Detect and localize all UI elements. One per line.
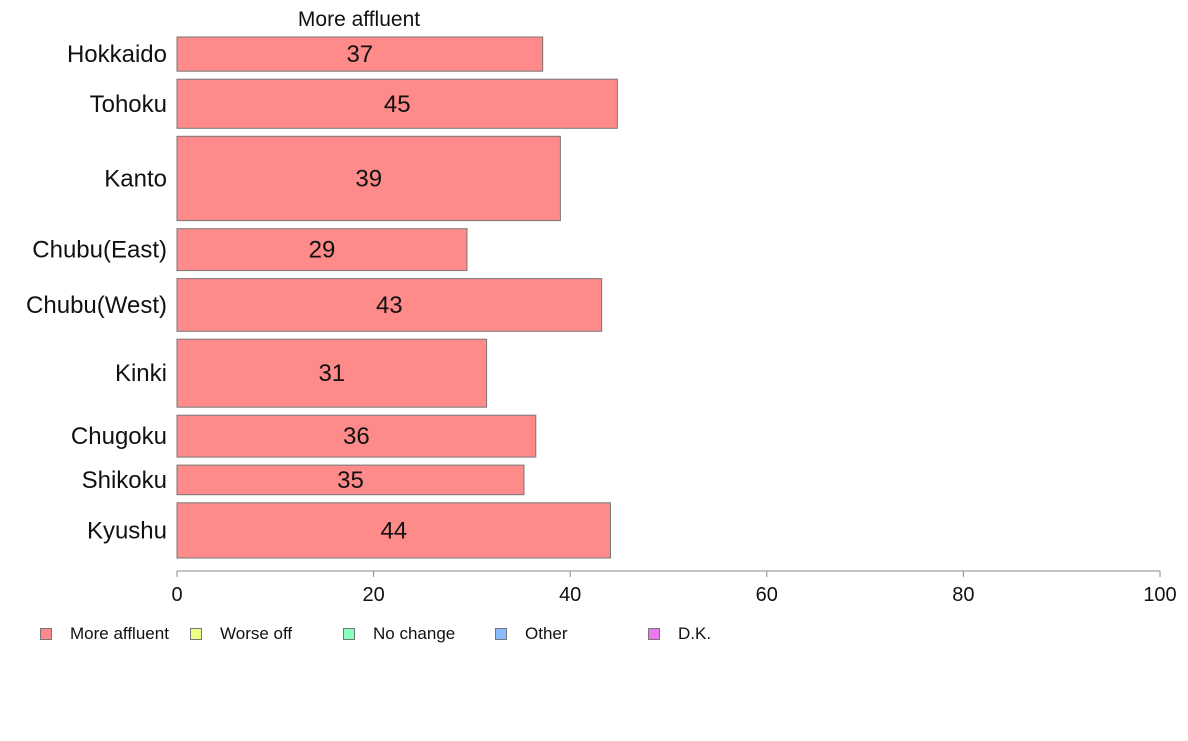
legend-swatch <box>343 628 355 640</box>
legend-swatch <box>40 628 52 640</box>
legend-swatch <box>190 628 202 640</box>
legend-swatch <box>495 628 507 640</box>
legend-label: No change <box>373 624 456 643</box>
bar-value-label: 45 <box>384 91 411 118</box>
legend-item: D.K. <box>648 624 711 644</box>
category-label: Hokkaido <box>67 41 167 68</box>
x-tick-label: 0 <box>171 584 182 606</box>
bar-value-label: 35 <box>337 467 364 494</box>
bar-chubu-east- <box>176 228 468 272</box>
legend-item: No change <box>343 624 455 644</box>
x-tick-label: 40 <box>559 584 581 606</box>
x-tick-label: 60 <box>756 584 778 606</box>
x-tick-label: 20 <box>362 584 384 606</box>
category-label: Kyushu <box>87 517 167 544</box>
bar-chubu-west- <box>176 278 603 332</box>
bar-value-label: 37 <box>346 41 373 68</box>
bar-hokkaido <box>176 36 544 72</box>
bar-value-label: 29 <box>309 237 336 264</box>
category-label: Shikoku <box>82 467 167 494</box>
legend-swatch <box>648 628 660 640</box>
category-label: Chugoku <box>71 423 167 450</box>
bar-kanto <box>176 135 561 222</box>
legend-label: D.K. <box>678 624 712 643</box>
bar-kinki <box>176 338 488 408</box>
legend-label: Worse off <box>220 624 293 643</box>
x-tick-label: 80 <box>952 584 974 606</box>
x-axis: 0 20 40 60 80 100 <box>171 570 1177 606</box>
legend-label: More affluent <box>70 624 169 643</box>
bar-value-label: 31 <box>318 360 345 387</box>
bar-value-label: 44 <box>380 517 407 544</box>
bars-layer: 37 Hokkaido 45 Tohoku 39 Kanto 29 Chubu(East) 43… <box>26 36 618 559</box>
bar-tohoku <box>176 78 618 129</box>
legend-label: Other <box>525 624 568 643</box>
bar-value-label: 43 <box>376 292 403 319</box>
chart-title: More affluent <box>298 8 420 31</box>
category-label: Tohoku <box>90 91 167 118</box>
category-label: Chubu(West) <box>26 292 167 319</box>
bar-kyushu <box>176 502 611 559</box>
category-label: Kinki <box>115 360 167 387</box>
bar-shikoku <box>176 464 525 496</box>
bar-chugoku <box>176 414 537 458</box>
x-tick-label: 100 <box>1143 584 1176 606</box>
legend-item: More affluent <box>40 624 169 644</box>
category-label: Kanto <box>104 166 167 193</box>
bar-value-label: 36 <box>343 423 370 450</box>
legend-item: Worse off <box>190 624 292 644</box>
bar-value-label: 39 <box>355 166 382 193</box>
legend-item: Other <box>495 624 568 644</box>
category-label: Chubu(East) <box>32 237 167 264</box>
